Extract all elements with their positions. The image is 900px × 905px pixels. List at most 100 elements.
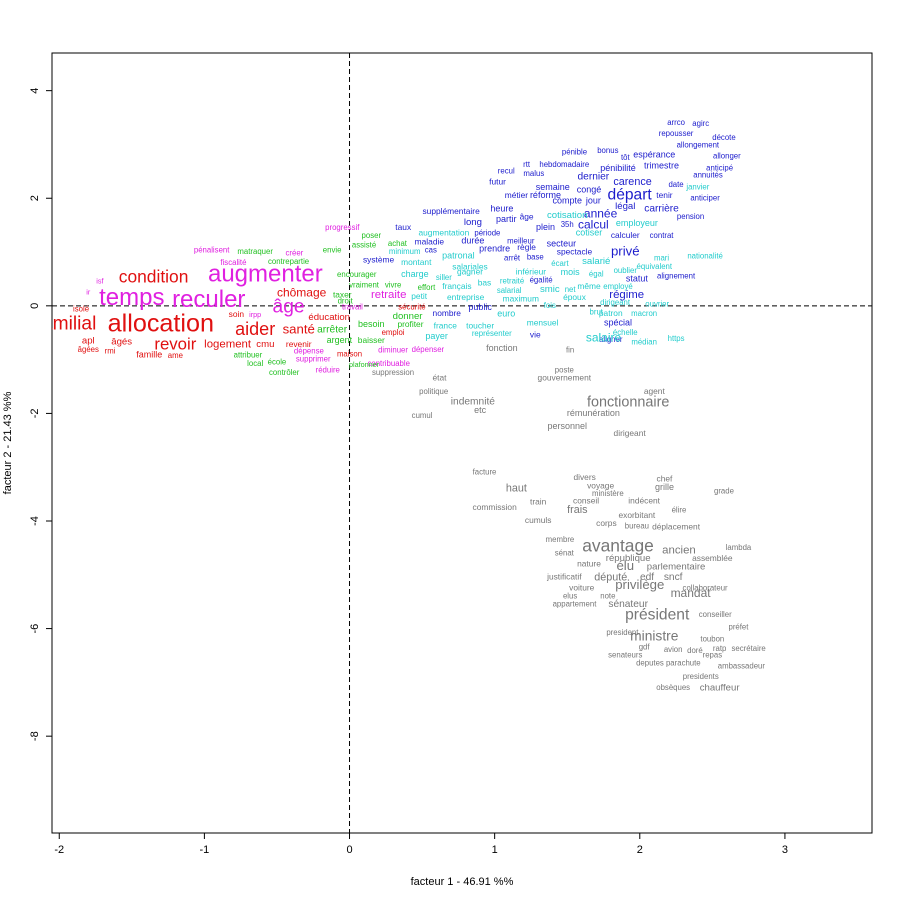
word-point: fonctionnaire: [587, 394, 669, 410]
word-point: presidents: [683, 672, 719, 681]
word-point: employeur: [616, 218, 658, 228]
word-point: facture: [473, 468, 497, 477]
word-point: isolé: [73, 305, 89, 314]
word-point: repas: [703, 651, 723, 660]
y-tick-label: -2: [29, 409, 41, 419]
word-point: toucher: [466, 320, 494, 330]
word-point: envie: [323, 245, 342, 254]
word-point: calculer: [611, 230, 640, 240]
word-point: gdf: [639, 642, 651, 651]
word-point: aligner: [599, 335, 623, 344]
word-point: oublier: [614, 266, 638, 275]
word-point: âgées: [78, 345, 99, 354]
word-point: âge: [273, 297, 305, 318]
word-point: contribuable: [367, 359, 409, 368]
word-point: indécent: [628, 495, 660, 505]
word-point: carence: [613, 176, 651, 188]
word-point: progressif: [325, 223, 360, 232]
word-point: petit: [411, 291, 428, 301]
word-point: avantage: [582, 535, 654, 555]
word-point: cas: [425, 245, 437, 254]
y-axis-label: facteur 2 - 21.43 %%: [2, 391, 14, 494]
word-point: mandat: [671, 586, 712, 600]
word-point: elus: [563, 591, 577, 600]
word-point: dernier: [577, 171, 609, 182]
word-point: écart: [551, 259, 569, 268]
word-point: net: [565, 285, 577, 294]
word-point: cumul: [412, 411, 433, 420]
word-point: fiscalité: [220, 258, 246, 267]
word-point: revenir: [286, 339, 312, 349]
word-point: https: [668, 334, 685, 343]
word-point: éducation: [308, 312, 350, 323]
word-point: école: [268, 357, 287, 366]
word-point: pension: [677, 212, 704, 221]
word-point: macron: [631, 309, 657, 318]
word-point: système: [363, 254, 395, 264]
word-point: âgés: [111, 336, 132, 347]
word-point: france: [434, 320, 458, 330]
word-point: même: [577, 281, 601, 291]
word-point: indemnité: [451, 396, 496, 407]
word-point: rémunération: [567, 408, 620, 418]
y-tick-label: 4: [29, 88, 41, 94]
word-point: emploi: [382, 328, 405, 337]
word-point: senateurs: [608, 651, 642, 660]
word-point: cotisation: [547, 210, 588, 221]
word-point: revoir: [154, 335, 196, 354]
word-point: employé: [603, 282, 632, 291]
word-point: chauffeur: [700, 682, 741, 693]
word-point: aider: [235, 319, 275, 339]
word-point: anticipé: [706, 164, 733, 173]
word-point: pénibilité: [600, 163, 636, 173]
word-point: exorbitant: [618, 510, 655, 520]
word-point: augmentation: [418, 227, 469, 237]
word-point: rmi: [105, 347, 116, 356]
word-point: déplacement: [652, 522, 701, 532]
word-point: nature: [577, 558, 601, 568]
word-point: cmu: [256, 339, 274, 350]
word-point: toubon: [700, 634, 724, 643]
word-point: salarié: [582, 256, 610, 267]
word-point: effort: [418, 283, 436, 292]
word-point: durée: [461, 236, 484, 246]
word-point: train: [530, 496, 547, 506]
word-point: sécurité: [398, 303, 425, 312]
word-point: avion: [664, 645, 683, 654]
x-tick-label: 3: [782, 844, 788, 856]
word-point: agent: [644, 386, 666, 396]
word-point: irpp: [249, 310, 261, 319]
word-point: dépenser: [412, 345, 445, 354]
x-axis-label: facteur 1 - 46.91 %%: [411, 876, 514, 888]
word-point: vie: [530, 330, 541, 340]
word-point: long: [464, 217, 482, 228]
word-point: bureau: [625, 521, 649, 530]
word-point: président: [625, 606, 690, 623]
plot-frame: [51, 52, 873, 834]
word-point: collaborateur: [683, 583, 728, 592]
word-point: frais: [567, 504, 588, 516]
word-point: familial: [37, 314, 97, 335]
word-point: pénible: [562, 148, 587, 157]
word-point: départ: [608, 187, 653, 204]
word-point: régime: [609, 289, 644, 301]
word-point: inférieur: [516, 267, 546, 277]
word-point: sénateur: [608, 599, 648, 610]
word-point: époux: [563, 292, 587, 302]
word-point: mensuel: [527, 317, 559, 327]
x-tick-label: 0: [346, 844, 352, 856]
word-point: année: [584, 207, 618, 221]
word-point: poste: [555, 365, 574, 374]
word-point: salaire: [586, 330, 622, 344]
word-point: attribuer: [234, 350, 263, 359]
word-point: ir: [86, 287, 91, 296]
word-point: carrière: [644, 204, 679, 215]
word-point: médian: [631, 337, 657, 346]
word-point: etc: [474, 405, 487, 415]
word-point: isf: [96, 277, 103, 286]
word-point: équivalent: [637, 262, 673, 271]
word-point: règle: [517, 242, 536, 252]
word-point: allocation: [108, 309, 214, 337]
word-point: ministre: [630, 628, 679, 643]
word-point: chef: [657, 473, 674, 483]
